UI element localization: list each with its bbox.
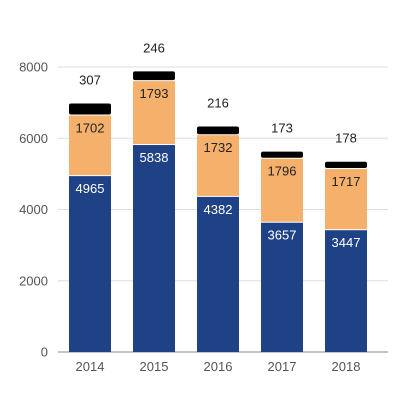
data-label: 246	[143, 40, 165, 55]
data-label: 173	[271, 121, 293, 136]
bar-segment	[197, 135, 239, 196]
y-tick-label: 8000	[19, 60, 48, 75]
data-label: 1717	[332, 174, 361, 189]
x-tick-label: 2015	[140, 359, 169, 374]
data-label: 4382	[204, 202, 233, 217]
bar-segment	[69, 103, 111, 115]
bar-segment	[261, 222, 303, 352]
data-label: 5838	[140, 150, 169, 165]
data-label: 307	[79, 73, 101, 88]
data-label: 3447	[332, 235, 361, 250]
bar-segment	[261, 158, 303, 222]
bar-segment	[261, 151, 303, 158]
data-label: 1702	[76, 120, 105, 135]
bar-segment	[325, 169, 367, 230]
data-label: 3657	[268, 228, 297, 243]
y-tick-label: 6000	[19, 131, 48, 146]
bar-segment	[69, 176, 111, 352]
x-tick-label: 2017	[268, 359, 297, 374]
x-tick-label: 2018	[332, 359, 361, 374]
bar-segment	[325, 230, 367, 352]
bar-segment	[133, 145, 175, 352]
data-label: 216	[207, 95, 229, 110]
bar-segment	[69, 115, 111, 176]
y-tick-label: 0	[41, 345, 48, 360]
data-label: 1796	[268, 164, 297, 179]
x-tick-label: 2016	[204, 359, 233, 374]
bar-segment	[197, 126, 239, 135]
x-tick-label: 2014	[76, 359, 105, 374]
data-label: 178	[335, 131, 357, 146]
bar-segment	[133, 71, 175, 81]
y-tick-label: 2000	[19, 273, 48, 288]
data-label: 1732	[204, 140, 233, 155]
data-label: 4965	[76, 181, 105, 196]
bar-segment	[133, 81, 175, 145]
y-tick-label: 4000	[19, 202, 48, 217]
bar-segment	[197, 196, 239, 352]
bar-segment	[325, 161, 367, 169]
data-label: 1793	[140, 86, 169, 101]
